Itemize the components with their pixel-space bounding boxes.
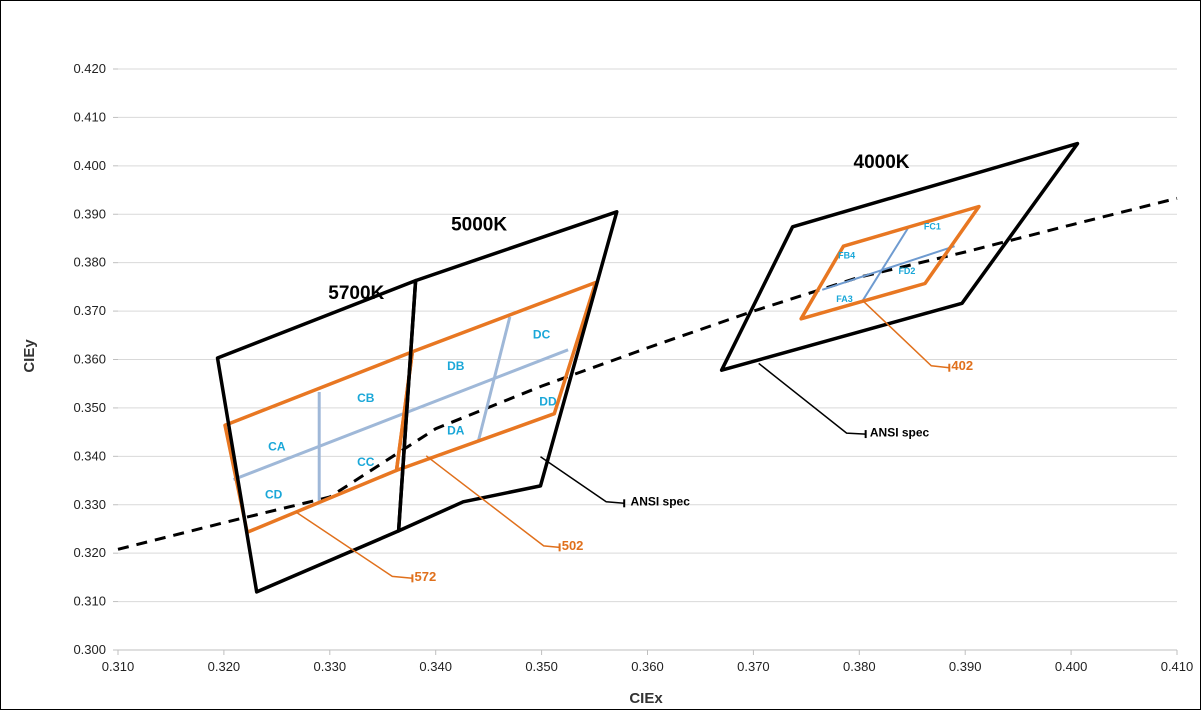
y-tick-label: 0.380 xyxy=(73,255,106,270)
callout-line-ANSI-spec xyxy=(758,362,866,435)
callout-line-402 xyxy=(861,299,950,369)
axes: 0.300 0.310 0.320 0.330 0.340 0.350 0.360 0.370… xyxy=(73,61,1193,674)
callout-label-ANSI-spec: ANSI spec xyxy=(631,495,691,509)
bin-label-FA3: FA3 xyxy=(836,294,853,304)
x-axis-title: CIEx xyxy=(629,690,663,707)
ansi-region-4000K xyxy=(719,141,1080,372)
y-tick-label: 0.350 xyxy=(73,400,106,415)
bin-label-CD: CD xyxy=(265,487,283,501)
bin-divider-line xyxy=(232,348,569,481)
y-tick-label: 0.410 xyxy=(73,109,106,124)
y-tick-label: 0.420 xyxy=(73,61,106,76)
bin-label-CB: CB xyxy=(357,391,375,405)
callout-line-502 xyxy=(425,455,560,549)
y-tick-label: 0.390 xyxy=(73,206,106,221)
ansi-region-5700K xyxy=(215,278,418,594)
callout-label-402: 402 xyxy=(951,358,973,373)
x-tick-label: 0.330 xyxy=(314,659,347,674)
bin-label-DB: DB xyxy=(447,359,465,373)
callout-line-572 xyxy=(295,511,413,580)
cct-label-5000K: 5000K xyxy=(451,215,507,236)
x-tick-label: 0.390 xyxy=(949,659,982,674)
y-axis-title: CIEy xyxy=(21,339,38,373)
x-tick-label: 0.380 xyxy=(843,659,876,674)
bin-divider-line xyxy=(821,245,955,291)
y-tick-label: 0.370 xyxy=(73,303,106,318)
x-tick-label: 0.360 xyxy=(631,659,664,674)
callout-label-502: 502 xyxy=(562,538,584,553)
x-tick-label: 0.370 xyxy=(737,659,770,674)
gridlines xyxy=(118,68,1177,651)
blackbody-locus-line xyxy=(117,196,1178,551)
x-tick-label: 0.410 xyxy=(1161,659,1194,674)
bin-divider-line xyxy=(861,225,910,302)
bin-regions xyxy=(223,204,981,535)
bin-label-DC: DC xyxy=(533,328,551,342)
y-tick-label: 0.330 xyxy=(73,497,106,512)
cct-label-5700K: 5700K xyxy=(328,283,384,304)
bin-label-CC: CC xyxy=(357,455,375,469)
ansi-regions xyxy=(215,141,1080,594)
y-tick-label: 0.300 xyxy=(73,642,106,657)
callout-line-ANSI-spec xyxy=(540,456,625,505)
bin-label-DD: DD xyxy=(539,394,557,408)
blackbody-locus xyxy=(117,196,1178,551)
callout-label-572: 572 xyxy=(415,569,437,584)
cct-label-4000K: 4000K xyxy=(854,152,910,173)
labels: 5700K 5000K 4000K CA CB CC CD DA DB DC DD FA3 FB4 FC1… xyxy=(265,152,941,502)
bin-region-502 xyxy=(394,280,598,473)
bin-label-FD2: FD2 xyxy=(898,266,915,276)
x-tick-label: 0.340 xyxy=(419,659,452,674)
x-tick-label: 0.400 xyxy=(1055,659,1088,674)
y-tick-label: 0.340 xyxy=(73,448,106,463)
bin-region-402 xyxy=(799,204,981,321)
bin-label-FC1: FC1 xyxy=(924,221,941,231)
y-tick-label: 0.400 xyxy=(73,158,106,173)
y-tick-label: 0.360 xyxy=(73,352,106,367)
callout-label-ANSI-spec: ANSI spec xyxy=(870,425,930,439)
x-tick-label: 0.310 xyxy=(102,659,135,674)
callouts: ANSI spec ANSI spec 572 502 402 xyxy=(295,299,973,584)
bin-label-CA: CA xyxy=(268,440,286,454)
x-tick-label: 0.320 xyxy=(208,659,241,674)
bin-divider-line xyxy=(476,316,512,443)
bin-label-DA: DA xyxy=(447,424,465,438)
y-tick-label: 0.310 xyxy=(73,594,106,609)
x-tick-label: 0.350 xyxy=(525,659,558,674)
ansi-region-5000K xyxy=(396,210,619,533)
y-tick-label: 0.320 xyxy=(73,545,106,560)
bin-label-FB4: FB4 xyxy=(838,250,855,260)
